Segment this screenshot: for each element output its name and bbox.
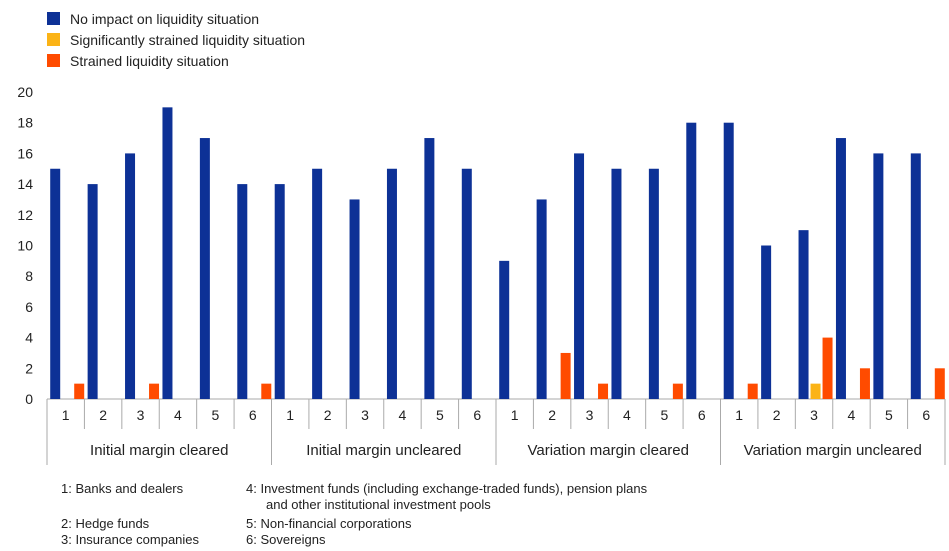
bar xyxy=(87,184,98,399)
bar xyxy=(261,383,272,399)
x-tick-label: 3 xyxy=(361,407,369,423)
x-tick-label: 5 xyxy=(211,407,219,423)
x-tick-label: 1 xyxy=(735,407,743,423)
x-tick-label: 6 xyxy=(473,407,481,423)
bar xyxy=(598,383,609,399)
legend-swatch-no-impact xyxy=(47,12,60,25)
bar xyxy=(611,168,622,399)
bar xyxy=(835,138,846,400)
legend-label-no-impact: No impact on liquidity situation xyxy=(70,10,260,27)
legend-item-significantly-strained: Significantly strained liquidity situati… xyxy=(47,29,305,50)
bar xyxy=(274,184,285,399)
bar xyxy=(798,230,809,399)
legend-item-no-impact: No impact on liquidity situation xyxy=(47,8,305,29)
x-tick-label: 4 xyxy=(623,407,631,423)
x-tick-label: 6 xyxy=(698,407,706,423)
bar xyxy=(686,122,697,399)
y-tick-label: 14 xyxy=(17,176,33,192)
x-tick-label: 3 xyxy=(586,407,594,423)
x-tick-label: 2 xyxy=(324,407,332,423)
bar xyxy=(822,337,833,399)
bar xyxy=(859,368,870,399)
x-tick-label: 3 xyxy=(137,407,145,423)
legend-label-significantly-strained: Significantly strained liquidity situati… xyxy=(70,31,306,48)
x-tick-label: 5 xyxy=(885,407,893,423)
bar xyxy=(424,138,435,400)
bar xyxy=(747,383,758,399)
bar xyxy=(648,168,659,399)
x-tick-label: 2 xyxy=(99,407,107,423)
bar xyxy=(761,245,772,399)
bar xyxy=(934,368,945,399)
chart-legend: No impact on liquidity situation Signifi… xyxy=(47,8,305,71)
bar xyxy=(723,122,734,399)
x-tick-label: 3 xyxy=(810,407,818,423)
x-tick-label: 5 xyxy=(436,407,444,423)
y-tick-label: 2 xyxy=(25,360,33,376)
legend-swatch-strained xyxy=(47,54,60,67)
group-label: Initial margin cleared xyxy=(90,442,228,459)
bar xyxy=(910,153,921,399)
x-tick-label: 1 xyxy=(286,407,294,423)
y-tick-label: 12 xyxy=(17,207,33,223)
x-tick-label: 6 xyxy=(922,407,930,423)
bar xyxy=(50,168,61,399)
legend-swatch-significantly-strained xyxy=(47,33,60,46)
x-tick-label: 1 xyxy=(62,407,70,423)
x-tick-label: 1 xyxy=(511,407,519,423)
bar xyxy=(312,168,323,399)
group-label: Initial margin uncleared xyxy=(306,442,461,459)
x-tick-label: 5 xyxy=(660,407,668,423)
bar xyxy=(672,383,683,399)
bar xyxy=(536,199,547,399)
bar xyxy=(237,184,248,399)
x-tick-label: 4 xyxy=(174,407,182,423)
y-tick-label: 18 xyxy=(17,115,33,131)
x-tick-label: 2 xyxy=(548,407,556,423)
x-tick-label: 6 xyxy=(249,407,257,423)
bar xyxy=(199,138,210,400)
y-tick-label: 6 xyxy=(25,299,33,315)
bar xyxy=(499,260,510,399)
legend-item-strained: Strained liquidity situation xyxy=(47,50,305,71)
x-tick-label: 4 xyxy=(848,407,856,423)
bar xyxy=(125,153,136,399)
x-tick-label: 4 xyxy=(399,407,407,423)
bar xyxy=(810,383,821,399)
group-label: Variation margin uncleared xyxy=(744,442,922,459)
bar xyxy=(461,168,472,399)
bar xyxy=(574,153,585,399)
y-tick-label: 8 xyxy=(25,268,33,284)
group-label: Variation margin cleared xyxy=(528,442,689,459)
bar xyxy=(560,352,571,399)
y-tick-label: 0 xyxy=(25,391,33,407)
bar xyxy=(873,153,884,399)
y-tick-label: 10 xyxy=(17,238,33,254)
bar xyxy=(74,383,85,399)
x-tick-label: 2 xyxy=(773,407,781,423)
bar xyxy=(149,383,160,399)
bar xyxy=(349,199,360,399)
bar xyxy=(386,168,397,399)
y-tick-label: 16 xyxy=(17,145,33,161)
y-tick-label: 4 xyxy=(25,330,33,346)
bar xyxy=(162,107,173,399)
y-tick-label: 20 xyxy=(17,84,33,100)
legend-label-strained: Strained liquidity situation xyxy=(70,52,229,69)
